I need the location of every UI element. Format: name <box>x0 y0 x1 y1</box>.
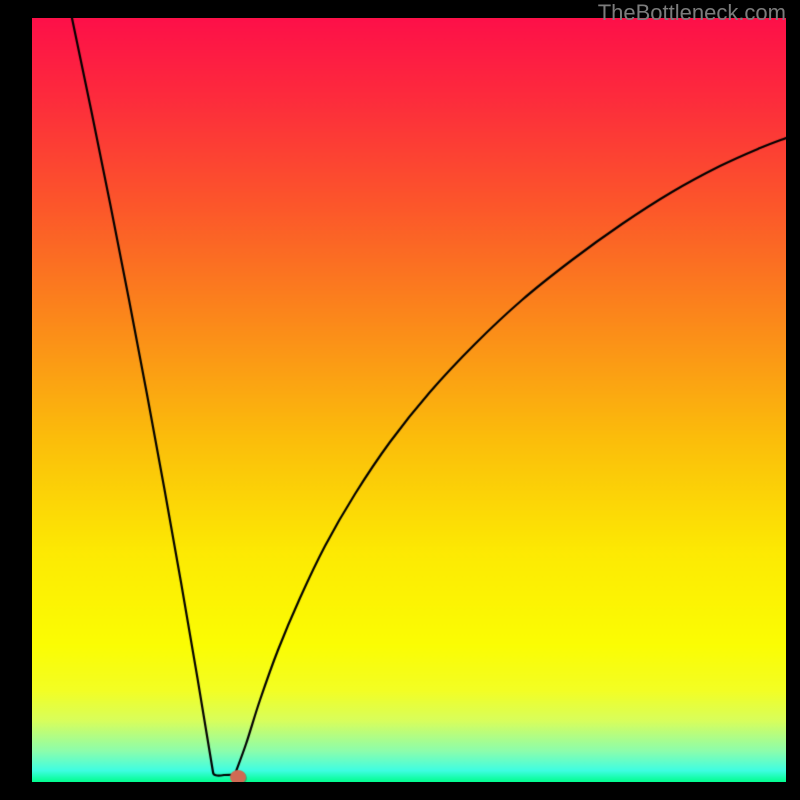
bottleneck-curve <box>32 18 786 782</box>
chart-root: TheBottleneck.com <box>0 0 800 800</box>
plot-area <box>32 18 786 782</box>
watermark-label: TheBottleneck.com <box>598 0 786 26</box>
